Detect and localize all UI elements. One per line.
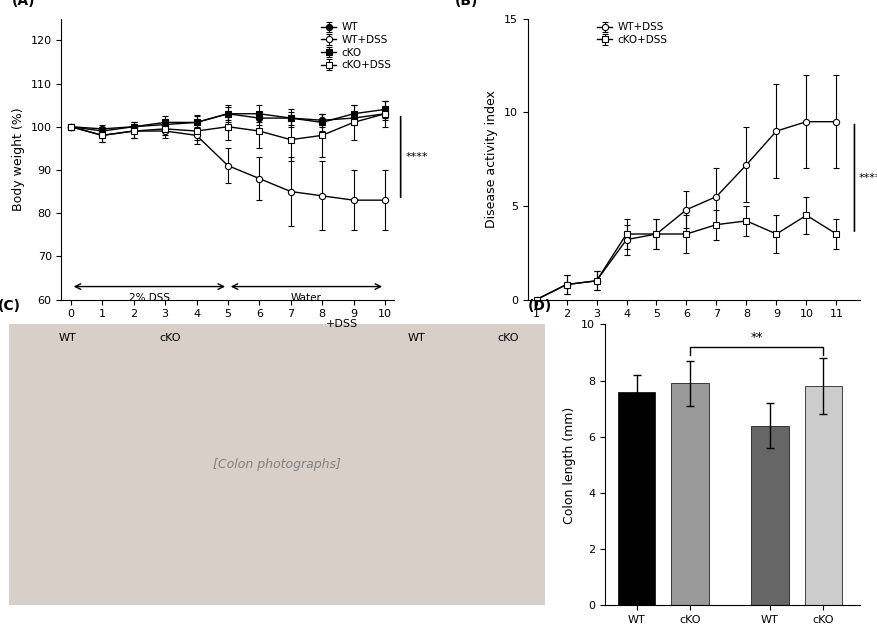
Text: **: ** <box>750 331 762 344</box>
Text: Water: Water <box>290 293 322 303</box>
Text: WT: WT <box>59 333 76 343</box>
Text: 2% DSS: 2% DSS <box>129 293 170 303</box>
Y-axis label: Colon length (mm): Colon length (mm) <box>562 406 575 524</box>
Y-axis label: Disease activity index: Disease activity index <box>485 90 497 228</box>
Text: [Colon photographs]: [Colon photographs] <box>213 459 340 471</box>
Bar <box>751 426 788 605</box>
Text: ****: **** <box>405 152 427 162</box>
Legend: WT+DSS, cKO+DSS: WT+DSS, cKO+DSS <box>592 18 671 49</box>
X-axis label: Day: Day <box>681 325 706 338</box>
Text: (A): (A) <box>11 0 35 7</box>
Text: (C): (C) <box>0 300 21 313</box>
Y-axis label: Body weight (%): Body weight (%) <box>12 107 25 211</box>
Text: (D): (D) <box>528 300 552 313</box>
Text: (B): (B) <box>453 0 477 7</box>
Bar <box>617 392 655 605</box>
Text: cKO: cKO <box>496 333 518 343</box>
Text: cKO: cKO <box>159 333 181 343</box>
Text: ****: **** <box>858 173 877 183</box>
Legend: WT, WT+DSS, cKO, cKO+DSS: WT, WT+DSS, cKO, cKO+DSS <box>317 18 396 74</box>
Bar <box>671 383 708 605</box>
Text: +DSS: +DSS <box>325 319 357 329</box>
Text: WT: WT <box>407 333 425 343</box>
X-axis label: Day: Day <box>215 325 240 338</box>
Bar <box>803 386 841 605</box>
